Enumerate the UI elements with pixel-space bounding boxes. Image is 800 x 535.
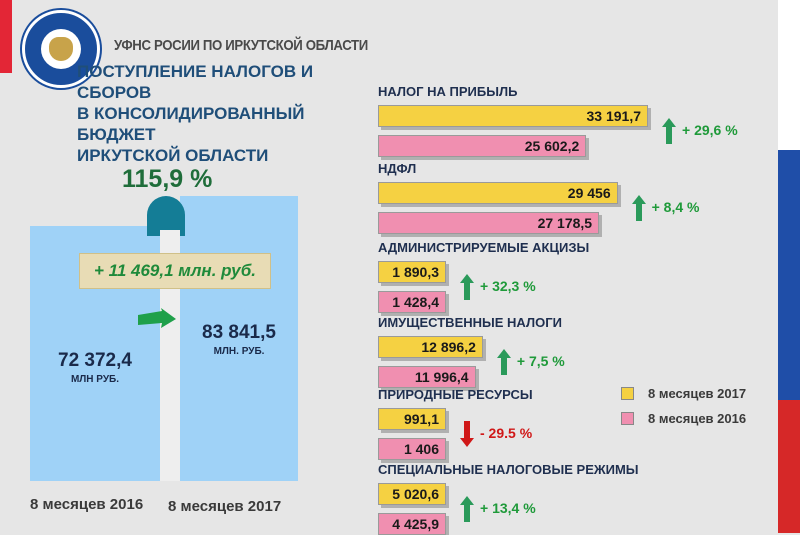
up-arrow-icon <box>460 496 474 522</box>
category-title: НАЛОГ НА ПРИБЫЛЬ <box>378 84 518 99</box>
unit-2016: МЛН РУБ. <box>70 374 120 385</box>
column-2017 <box>180 196 298 481</box>
column-gap <box>160 230 180 481</box>
change-label: + 13,4 % <box>480 500 536 516</box>
bar-2016: 11 996,4 <box>378 366 476 388</box>
x-label-2017: 8 месяцев 2017 <box>168 498 282 515</box>
up-arrow-icon <box>460 274 474 300</box>
value-2016: 72 372,4 <box>58 350 132 371</box>
bar-2016: 1 406 <box>378 438 446 460</box>
bar-2017: 33 191,7 <box>378 105 648 127</box>
up-arrow-icon <box>496 349 511 375</box>
difference-label: + 11 469,1 млн. руб. <box>79 253 271 289</box>
category-title: ПРИРОДНЫЕ РЕСУРСЫ <box>378 387 533 402</box>
title-line: ИРКУТСКОЙ ОБЛАСТИ <box>77 146 269 165</box>
change-label: + 29,6 % <box>682 122 738 138</box>
down-arrow-icon <box>460 421 474 447</box>
bar-2016: 4 425,9 <box>378 513 446 535</box>
org-name: УФНС РОСИИ ПО ИРКУТСКОЙ ОБЛАСТИ <box>114 37 368 54</box>
bar-2017: 5 020,6 <box>378 483 446 505</box>
up-arrow-icon <box>631 195 646 221</box>
red-accent-bar <box>0 0 12 73</box>
eagle-emblem-icon <box>49 37 73 61</box>
column-cap <box>147 196 185 236</box>
fns-logo <box>22 10 100 88</box>
bar-2017: 1 890,3 <box>378 261 446 283</box>
bar-2016: 27 178,5 <box>378 212 600 234</box>
flag-stripe-red <box>778 400 800 533</box>
bar-2017: 29 456 <box>378 182 618 204</box>
change-label: + 8,4 % <box>651 199 700 215</box>
change-label: + 32,3 % <box>480 278 536 294</box>
bar-2016: 25 602,2 <box>378 135 587 157</box>
category-title: СПЕЦИАЛЬНЫЕ НАЛОГОВЫЕ РЕЖИМЫ <box>378 462 639 477</box>
legend-swatch-2017 <box>621 387 634 400</box>
bar-2016: 1 428,4 <box>378 291 446 313</box>
legend-label-2016: 8 месяцев 2016 <box>648 411 747 426</box>
title-line: БЮДЖЕТ <box>77 125 156 144</box>
bar-2017: 991,1 <box>378 408 446 430</box>
growth-percent: 115,9 % <box>122 165 213 193</box>
change-label: - 29.5 % <box>480 425 533 441</box>
right-arrow-icon <box>138 308 176 328</box>
x-label-2016: 8 месяцев 2016 <box>30 496 144 513</box>
legend-label-2017: 8 месяцев 2017 <box>648 386 747 401</box>
title-line: СБОРОВ <box>77 83 152 102</box>
value-2017: 83 841,5 <box>202 322 276 343</box>
flag-stripe-blue <box>778 150 800 400</box>
category-title: АДМИНИСТРИРУЕМЫЕ АКЦИЗЫ <box>378 240 590 255</box>
legend-swatch-2016 <box>621 412 634 425</box>
category-title: ИМУЩЕСТВЕННЫЕ НАЛОГИ <box>378 315 562 330</box>
category-title: НДФЛ <box>378 161 417 176</box>
title-line: ПОСТУПЛЕНИЕ НАЛОГОВ И <box>77 62 314 81</box>
bar-2017: 12 896,2 <box>378 336 483 358</box>
title-line: В КОНСОЛИДИРОВАННЫЙ <box>77 104 305 123</box>
change-label: + 7,5 % <box>516 353 565 369</box>
flag-stripe-white <box>778 0 800 150</box>
unit-2017: МЛН. РУБ. <box>213 346 265 357</box>
up-arrow-icon <box>662 118 676 144</box>
page-title: ПОСТУПЛЕНИЕ НАЛОГОВ И СБОРОВ В КОНСОЛИДИ… <box>77 61 337 166</box>
